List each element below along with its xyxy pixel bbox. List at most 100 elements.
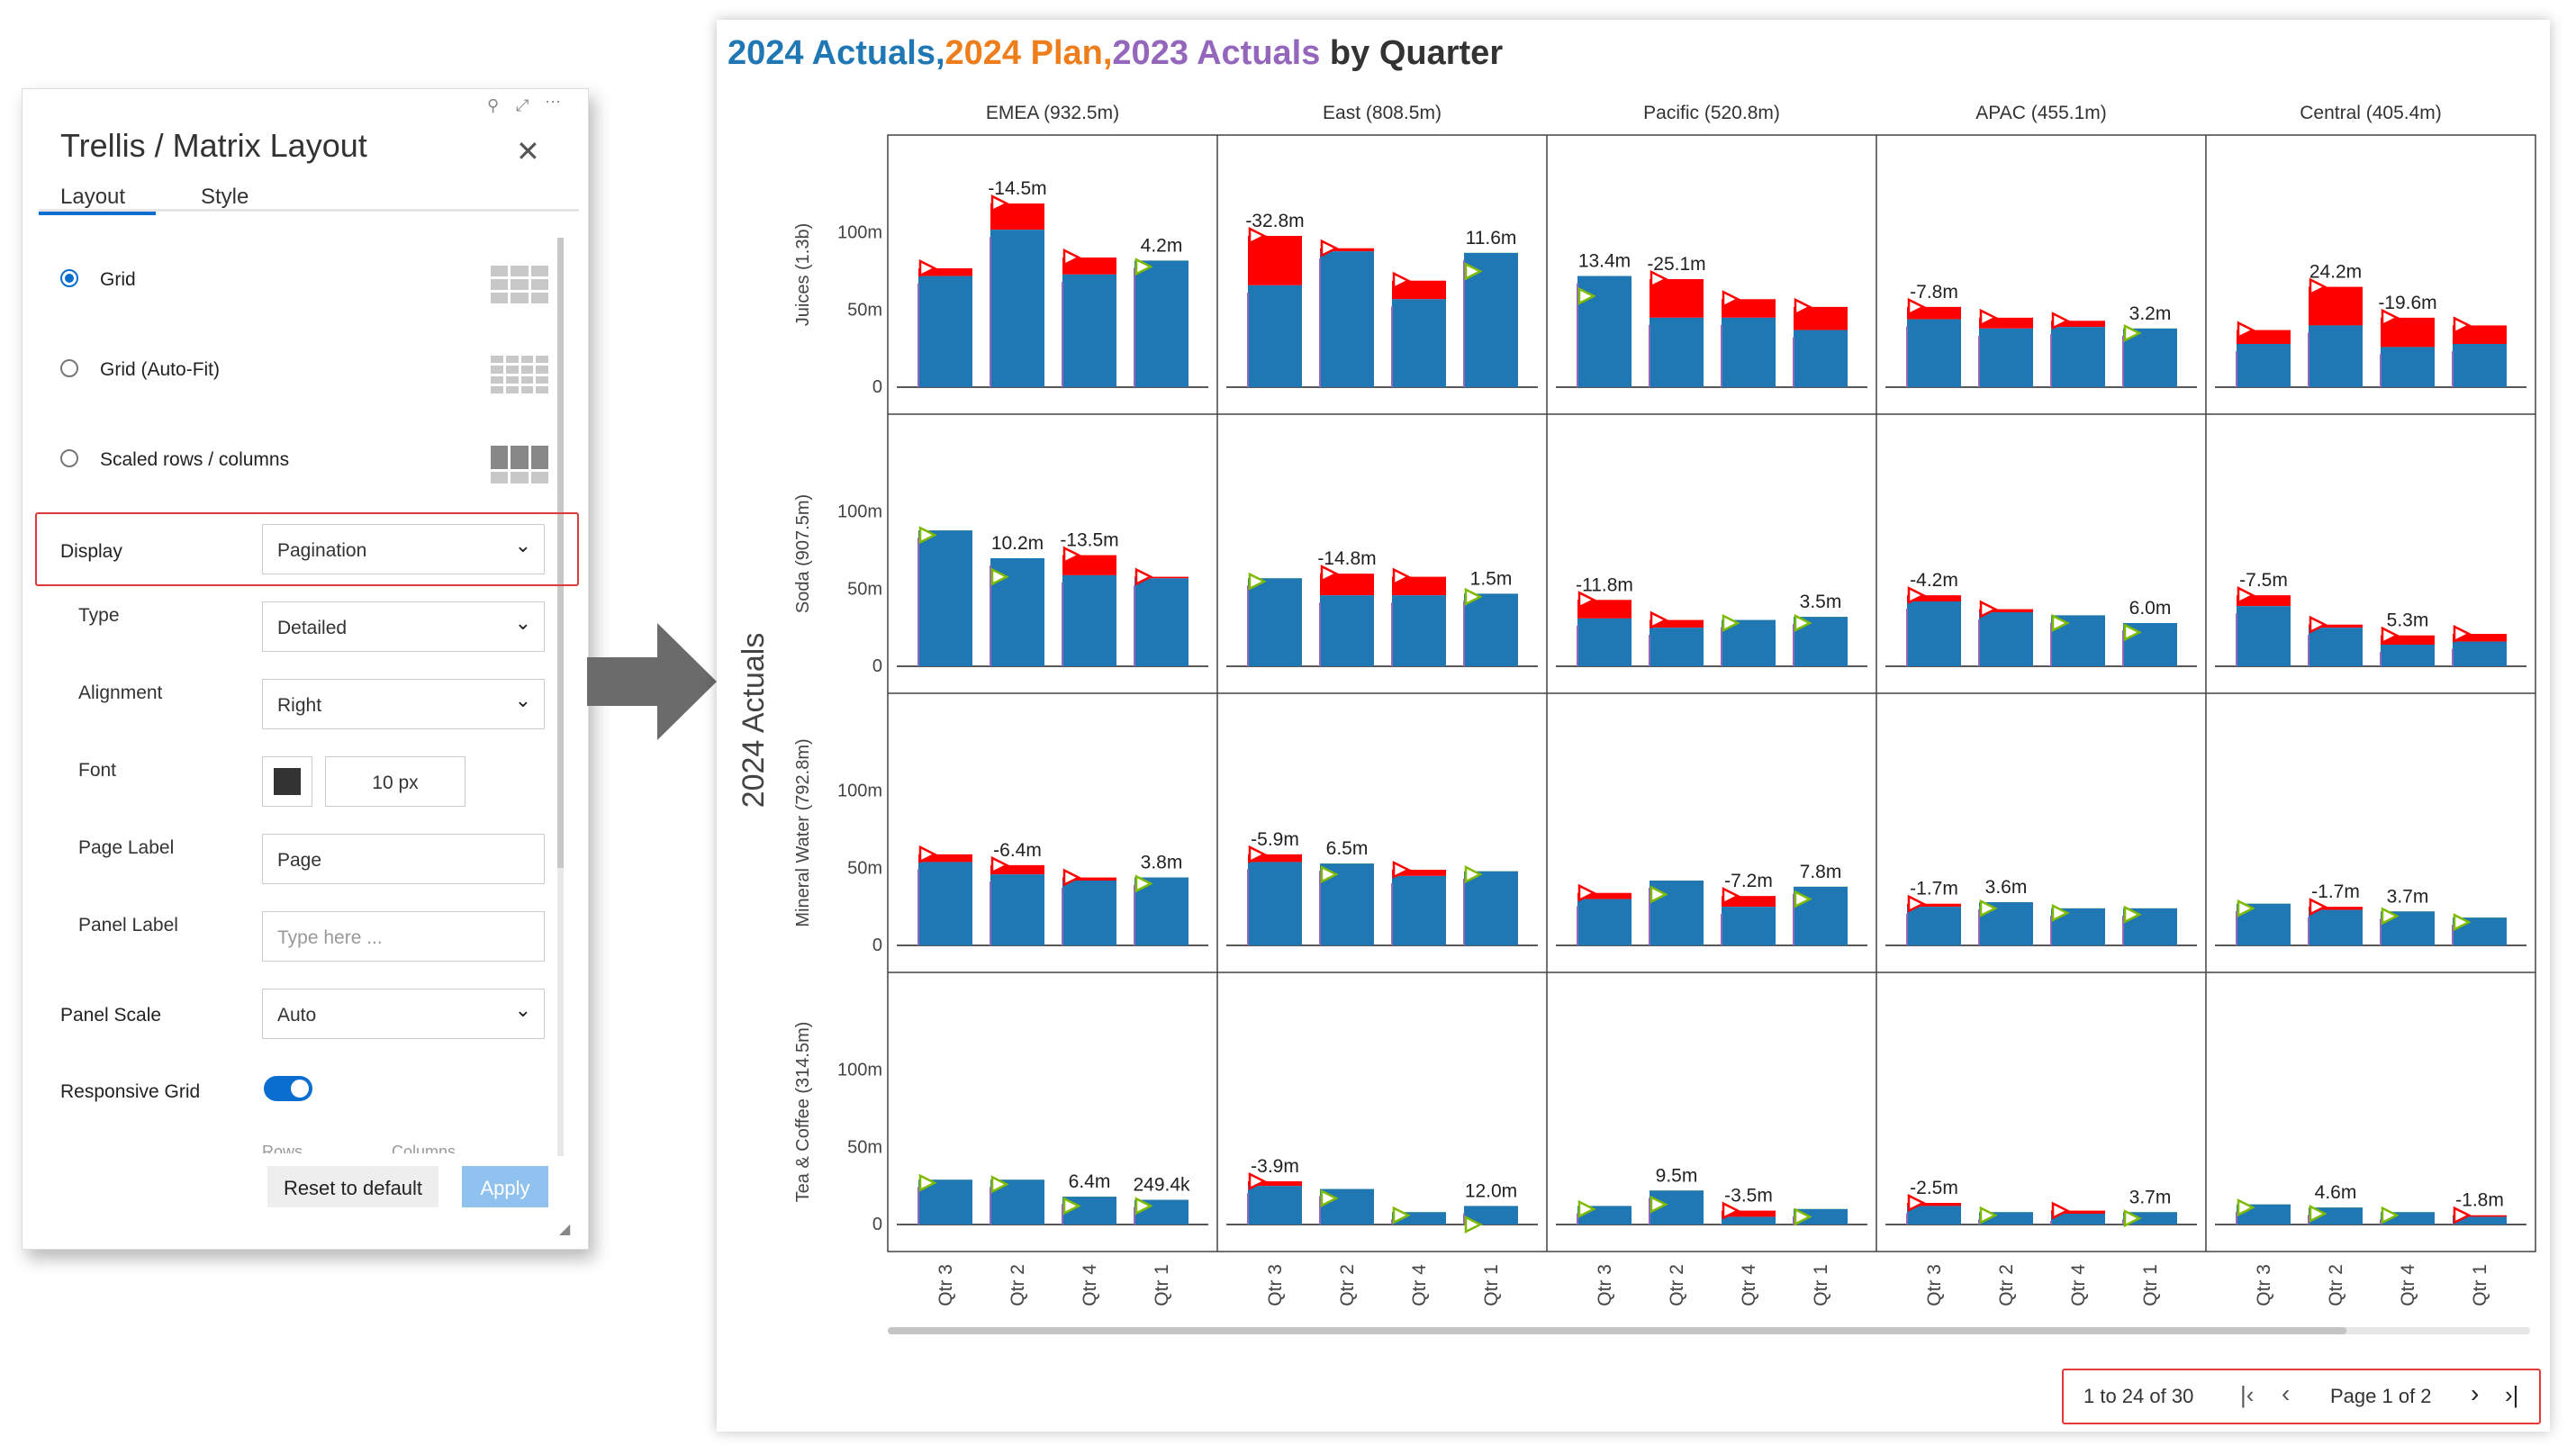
prev-page-icon[interactable]: ‹ <box>2282 1379 2291 1407</box>
variance-below-bar <box>1722 896 1776 908</box>
actual-bar <box>1907 319 1961 387</box>
alignment-select[interactable]: Right ⌄ <box>262 679 545 729</box>
tab-style[interactable]: Style <box>201 185 249 209</box>
plan-marker <box>2123 323 2142 343</box>
x-tick-label: Qtr 3 <box>1265 1264 1286 1306</box>
columns-label-cut: Columns <box>392 1143 456 1153</box>
plan-marker <box>1794 613 1812 633</box>
variance-below-bar <box>2309 624 2363 628</box>
x-tick-label: Qtr 3 <box>1924 1264 1945 1306</box>
actual-bar <box>1907 907 1961 945</box>
plan-marker <box>1134 567 1153 586</box>
data-label: -1.7m <box>2311 881 2360 902</box>
data-label: -2.5m <box>1910 1178 1958 1198</box>
grid-layout-icon <box>491 266 548 303</box>
actual-bar <box>1248 862 1302 945</box>
plan-marker <box>1464 1215 1483 1234</box>
trellis-settings-panel: ⚲ ⤢ ⋯ Trellis / Matrix Layout ✕ Layout S… <box>22 88 589 1250</box>
data-label: 9.5m <box>1656 1165 1698 1186</box>
plan-marker <box>2381 308 2400 327</box>
panel-scale-select[interactable]: Auto ⌄ <box>262 989 545 1039</box>
panel-title: Trellis / Matrix Layout <box>60 127 367 164</box>
variance-below-bar <box>1392 280 1446 300</box>
display-highlight <box>35 512 579 586</box>
plan-marker <box>1320 239 1339 258</box>
close-icon[interactable]: ✕ <box>516 135 540 167</box>
plan-marker <box>1722 887 1740 906</box>
scrollbar-thumb[interactable] <box>557 238 564 868</box>
actual-bar <box>918 276 972 387</box>
plan-marker <box>2453 316 2472 335</box>
actual-bar <box>2237 344 2291 387</box>
y-axis-title: 2024 Actuals <box>737 633 771 809</box>
plan-marker <box>1464 587 1483 606</box>
plan-marker <box>2453 1206 2472 1225</box>
variance-below-bar <box>2309 907 2363 910</box>
plan-marker <box>1577 883 1596 902</box>
display-select[interactable]: Pagination ⌄ <box>262 524 545 574</box>
resize-handle-icon[interactable]: ◢ <box>559 1222 571 1237</box>
actual-bar <box>918 530 972 666</box>
responsive-grid-toggle[interactable] <box>264 1076 312 1101</box>
data-label: 7.8m <box>1800 862 1842 882</box>
x-tick-label: Qtr 4 <box>1080 1264 1100 1306</box>
variance-below-bar <box>1722 299 1776 318</box>
data-label: -19.6m <box>2378 293 2436 313</box>
font-color-picker[interactable] <box>262 756 312 807</box>
radio-scaled-rows-columns[interactable] <box>60 449 78 467</box>
plan-marker <box>990 567 1009 586</box>
variance-below-bar <box>1907 1203 1961 1207</box>
y-tick-label: 100m <box>837 223 882 243</box>
title-part: , <box>935 34 945 72</box>
page-label-input[interactable]: Page <box>262 834 545 884</box>
title-part: 2024 Plan <box>945 34 1103 72</box>
radio-grid[interactable] <box>60 269 78 287</box>
plan-marker <box>2381 1206 2400 1225</box>
actual-bar <box>1794 330 1848 387</box>
variance-below-bar <box>2381 635 2435 645</box>
plan-marker <box>1248 845 1267 863</box>
data-label: 5.3m <box>2387 610 2429 631</box>
page-label-label: Page Label <box>78 837 175 858</box>
alignment-value: Right <box>277 695 322 716</box>
column-header: East (808.5m) <box>1323 103 1442 123</box>
last-page-icon[interactable]: ›| <box>2505 1381 2519 1408</box>
type-select[interactable]: Detailed ⌄ <box>262 601 545 652</box>
reset-to-default-button[interactable]: Reset to default <box>267 1166 438 1207</box>
apply-button[interactable]: Apply <box>462 1166 548 1207</box>
plan-marker <box>1907 1193 1926 1213</box>
plan-marker <box>918 845 937 863</box>
variance-below-bar <box>2237 595 2291 607</box>
column-header: EMEA (932.5m) <box>986 103 1119 123</box>
expand-icon[interactable]: ⤢ <box>516 96 529 114</box>
first-page-icon[interactable]: |‹ <box>2240 1381 2255 1408</box>
plan-marker <box>1650 1195 1668 1214</box>
x-tick-label: Qtr 4 <box>1409 1264 1430 1306</box>
plan-marker <box>1794 297 1812 316</box>
filter-icon[interactable]: ⚲ <box>487 96 500 114</box>
plan-marker <box>1464 262 1483 281</box>
next-page-icon[interactable]: › <box>2471 1379 2480 1407</box>
font-size-unit: px <box>398 773 419 793</box>
variance-below-bar <box>2237 330 2291 344</box>
panel-label-input[interactable]: Type here ... <box>262 911 545 962</box>
actual-bar <box>1464 593 1518 666</box>
x-tick-label: Qtr 4 <box>2068 1264 2089 1306</box>
chevron-down-icon: ⌄ <box>514 999 531 1021</box>
plan-marker <box>2453 913 2472 932</box>
more-icon[interactable]: ⋯ <box>545 93 561 111</box>
radio-grid-auto-fit[interactable] <box>60 359 78 377</box>
panel-label-label: Panel Label <box>78 915 178 935</box>
plan-marker <box>1062 248 1081 267</box>
page-label-value: Page <box>277 850 322 871</box>
grid-auto-fit-icon <box>491 356 548 393</box>
actual-bar <box>1722 907 1776 945</box>
font-size-input[interactable]: 10 px <box>325 756 465 807</box>
chevron-down-icon: ⌄ <box>514 689 531 711</box>
plan-marker <box>990 194 1009 213</box>
tab-layout[interactable]: Layout <box>60 185 126 209</box>
actual-bar <box>1979 328 2033 387</box>
alignment-label: Alignment <box>78 682 163 703</box>
actual-bar <box>1392 299 1446 387</box>
